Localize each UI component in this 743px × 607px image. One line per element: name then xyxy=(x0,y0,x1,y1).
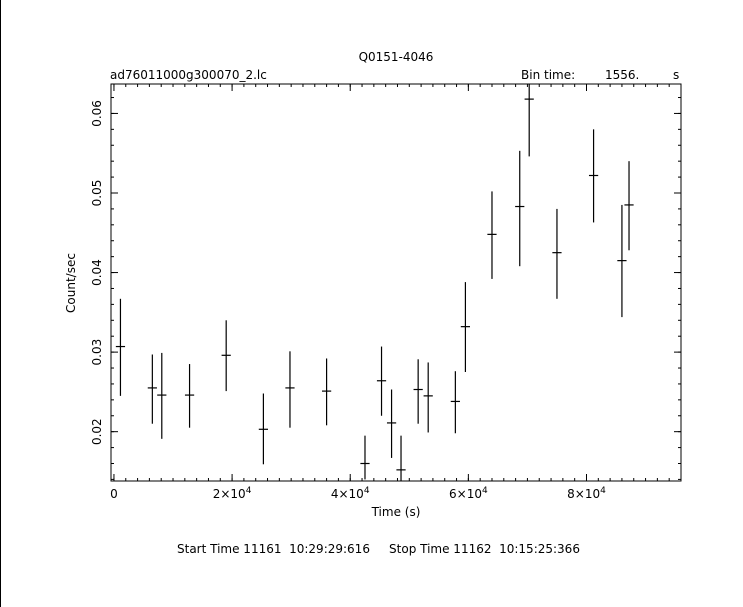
data-point xyxy=(285,351,295,428)
axis-ticks xyxy=(111,84,682,481)
data-points xyxy=(115,84,634,481)
x-tick-label: 0 xyxy=(110,487,118,501)
x-tick-label: 4×104 xyxy=(331,486,370,501)
data-point xyxy=(450,371,460,434)
x-tick-labels: 0 2×104 4×104 6×104 8×104 xyxy=(110,486,606,501)
data-point xyxy=(515,150,525,267)
data-point xyxy=(376,346,387,416)
chart-title: Q0151-4046 xyxy=(359,50,434,64)
data-point xyxy=(413,359,423,424)
data-point xyxy=(184,364,195,428)
data-point xyxy=(321,358,332,426)
x-axis-label: Time (s) xyxy=(371,505,421,519)
data-point xyxy=(552,208,562,299)
x-tick-label: 2×104 xyxy=(213,486,252,501)
bin-time-unit: s xyxy=(673,68,679,82)
plot-frame xyxy=(110,83,682,482)
data-point xyxy=(524,84,534,157)
y-tick-label: 0.04 xyxy=(90,259,104,286)
data-point xyxy=(588,129,599,223)
y-tick-labels: 0.02 0.03 0.04 0.05 0.06 xyxy=(90,100,104,445)
y-axis-label: Count/sec xyxy=(64,253,78,313)
data-point xyxy=(221,320,231,392)
data-point xyxy=(423,362,433,433)
data-point xyxy=(396,435,406,481)
x-tick-label: 8×104 xyxy=(567,486,606,501)
time-range-footer: Start Time 11161 10:29:29:616 Stop Time … xyxy=(177,542,580,556)
data-point xyxy=(360,435,370,480)
data-point xyxy=(460,282,471,373)
data-point xyxy=(115,298,126,396)
y-tick-label: 0.02 xyxy=(90,418,104,445)
data-point xyxy=(258,393,269,465)
data-point xyxy=(386,389,397,458)
file-label: ad76011000g300070_2.lc xyxy=(110,68,267,82)
data-point xyxy=(157,352,167,439)
data-point xyxy=(147,354,157,424)
y-tick-label: 0.05 xyxy=(90,180,104,207)
window-edge xyxy=(0,0,1,607)
bin-time-value: 1556. xyxy=(605,68,639,82)
x-tick-label: 6×104 xyxy=(449,486,488,501)
y-tick-label: 0.03 xyxy=(90,339,104,366)
data-point xyxy=(617,204,627,318)
data-point xyxy=(624,161,634,251)
y-tick-label: 0.06 xyxy=(90,100,104,127)
bin-time-label: Bin time: xyxy=(521,68,575,82)
data-point xyxy=(487,191,497,279)
